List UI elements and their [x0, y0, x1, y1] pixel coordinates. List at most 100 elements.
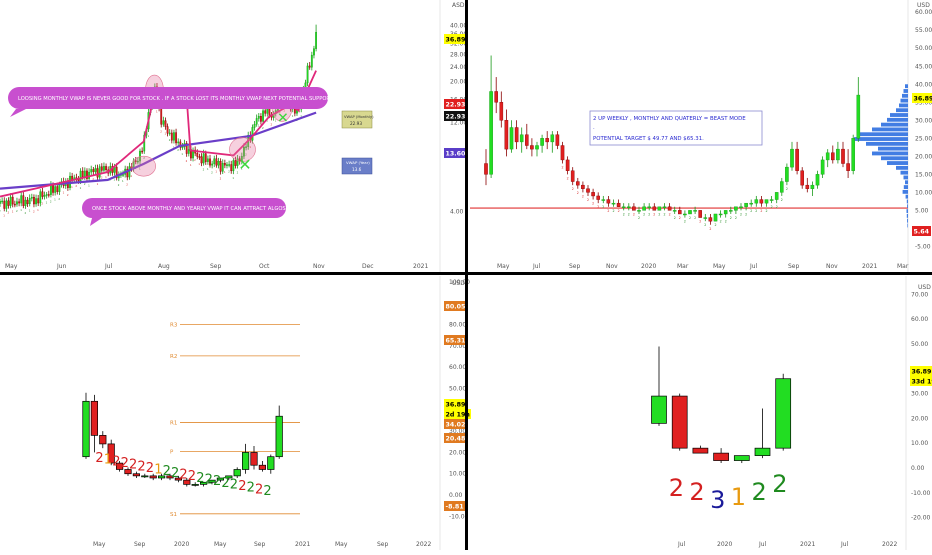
- weekly-seq-label: 2: [669, 212, 671, 216]
- daily-candle-body: [23, 196, 24, 206]
- y-tick-label: 30.00: [911, 391, 928, 398]
- price-badge: 5.64: [914, 229, 930, 236]
- weekly-candle-body: [816, 174, 819, 185]
- volume-profile-bar: [903, 190, 908, 194]
- weekly-seq-label: 2: [679, 216, 681, 220]
- x-tick-label: 2022: [416, 541, 431, 548]
- daily-candle-body: [95, 168, 96, 171]
- daily-seq-label: 2: [16, 209, 18, 213]
- x-tick-label: 2021: [295, 541, 310, 548]
- currency-label: ASD: [452, 2, 465, 9]
- daily-candle-body: [203, 154, 204, 163]
- x-tick-label: Jul: [840, 541, 849, 548]
- weekly-candle-body: [811, 185, 814, 189]
- daily-seq-label: 2: [262, 126, 264, 130]
- x-tick-label: Sep: [569, 263, 581, 270]
- weekly-seq-label: 2: [689, 216, 691, 220]
- daily-candle-body: [161, 108, 162, 124]
- weekly-seq-label: 2: [699, 220, 701, 224]
- daily-candle-body: [10, 197, 11, 205]
- weekly-seq-label: 2: [730, 216, 732, 220]
- weekly-seq-label: 2: [781, 198, 783, 202]
- panel-daily: 40.0036.0032.0028.0024.0020.0016.0012.00…: [0, 0, 467, 272]
- seq-number: 2: [163, 464, 171, 479]
- daily-candle-body: [218, 161, 219, 165]
- daily-seq-label: 1: [3, 213, 5, 217]
- daily-candle-body: [205, 154, 206, 162]
- seq-number: 3: [710, 486, 725, 514]
- seq-number: 2: [188, 469, 196, 484]
- daily-seq-label: 1: [63, 190, 65, 194]
- x-tick-label: 2020: [174, 541, 189, 548]
- daily-candle-body: [199, 157, 200, 158]
- weekly-seq-label: 2: [715, 223, 717, 227]
- x-tick-label: 2021: [800, 541, 815, 548]
- pivot-label: R2: [170, 354, 177, 360]
- weekly-seq-label: 2: [597, 205, 599, 209]
- daily-candle-body: [14, 204, 15, 205]
- weekly-candle-body: [561, 146, 564, 160]
- daily-seq-label: 1: [207, 167, 209, 171]
- daily-seq-label: 1: [156, 110, 158, 114]
- weekly-seq-label: 2: [623, 212, 625, 216]
- x-tick-label: Jul: [758, 541, 767, 548]
- price-badge: -8.81: [446, 504, 464, 511]
- seq-number: 2: [689, 478, 704, 506]
- weekly-seq-label: 2: [613, 209, 615, 213]
- daily-seq-label: 2: [101, 175, 103, 179]
- weekly-seq-label: 2: [735, 216, 737, 220]
- y-tick-label: 28.00: [450, 51, 467, 58]
- daily-candle-body: [29, 198, 30, 204]
- daily-candle-body: [82, 171, 83, 177]
- weekly-seq-label: 2: [577, 191, 579, 195]
- daily-seq-label: 1: [80, 186, 82, 190]
- x-tick-label: May: [93, 541, 106, 548]
- y-tick-label: 20.00: [449, 449, 466, 456]
- weekly-seq-label: 2: [684, 220, 686, 224]
- weekly-seq-label: 2: [592, 202, 594, 206]
- price-badge: 13.60: [446, 151, 467, 158]
- weekly-candle-body: [668, 207, 671, 211]
- seq-number: 2: [772, 470, 787, 498]
- monthly-candle-body: [276, 416, 283, 456]
- y-tick-label: 60.00: [449, 364, 466, 371]
- seq-number: 2: [255, 482, 263, 497]
- weekly-seq-label: 2: [638, 216, 640, 220]
- x-tick-label: 2021: [862, 263, 877, 270]
- y-tick-label: 40.00: [915, 81, 932, 88]
- daily-candle-body: [177, 142, 178, 143]
- weekly-candle-body: [551, 135, 554, 142]
- vwap-year-label: VWAP (Year): [346, 160, 370, 165]
- weekly-candle-body: [566, 160, 569, 171]
- weekly-seq-label: 2: [704, 223, 706, 227]
- x-tick-label: 2020: [717, 541, 732, 548]
- x-tick-label: 2021: [413, 263, 428, 270]
- seq-number: 1: [731, 483, 746, 511]
- weekly-candle-body: [673, 210, 676, 211]
- daily-candle-body: [12, 197, 13, 204]
- cross-marker-icon: ✕: [277, 110, 289, 126]
- price-badge: 80.05: [446, 304, 466, 311]
- weekly-seq-label: 2: [648, 212, 650, 216]
- daily-seq-label: 2: [0, 209, 1, 213]
- weekly-candle-body: [683, 214, 686, 215]
- daily-seq-label: 2: [58, 197, 60, 201]
- x-tick-label: Nov: [826, 263, 838, 270]
- volume-profile-bar: [854, 137, 908, 141]
- callout-pointer: [90, 218, 102, 226]
- weekly-candle-body: [541, 138, 544, 145]
- weekly-candle-body: [836, 149, 839, 160]
- weekly-seq-label: 2: [709, 227, 711, 231]
- cross-marker-icon: ✕: [238, 155, 251, 174]
- daily-candle-body: [84, 171, 85, 177]
- weekly-candle-body: [724, 210, 727, 214]
- currency-label: USD: [918, 284, 931, 291]
- seq-number: 2: [205, 472, 213, 487]
- weekly-seq-label: 2: [750, 209, 752, 213]
- daily-candle-body: [226, 165, 227, 166]
- daily-seq-label: 1: [190, 163, 192, 167]
- weekly-candle-body: [612, 203, 615, 204]
- y-tick-label: 20.00: [915, 153, 932, 160]
- weekly-candle-body: [826, 153, 829, 160]
- yearly-vwap-line: [0, 113, 316, 189]
